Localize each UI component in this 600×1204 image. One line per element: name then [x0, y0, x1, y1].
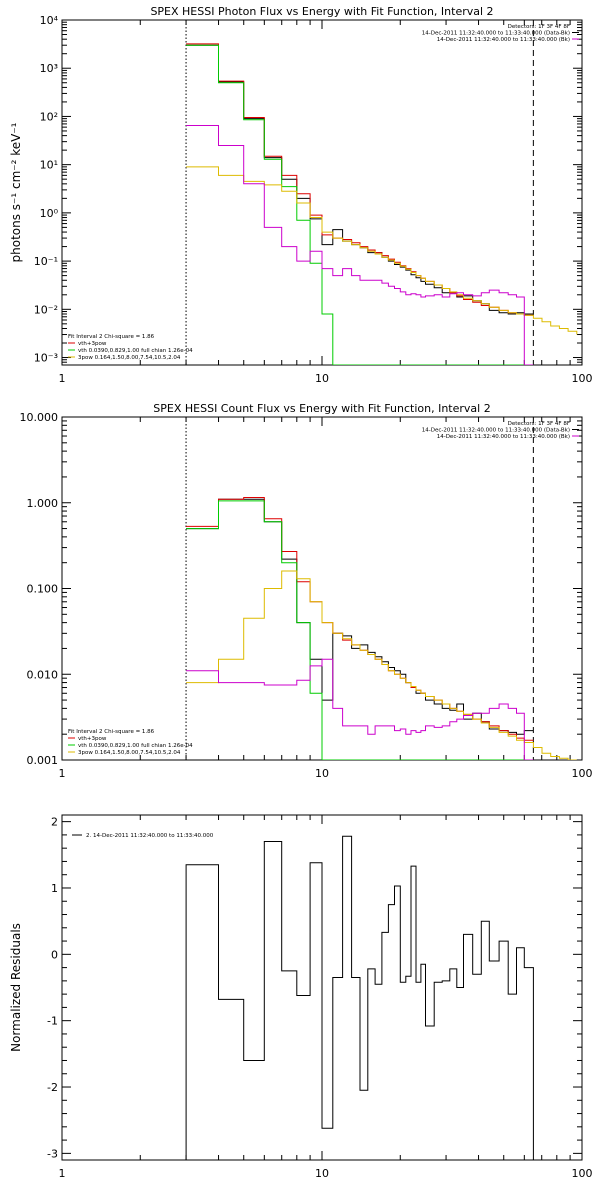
y-tick-label: 0.001 — [27, 754, 59, 767]
series-group — [186, 497, 577, 760]
series-line-0 — [186, 498, 534, 735]
count-flux-panel: SPEX HESSI Count Flux vs Energy with Fit… — [20, 402, 593, 780]
legend-entry: 14-Dec-2011 11:32:40.000 to 11:33:40.000… — [437, 434, 570, 440]
y-tick-label: 10⁰ — [40, 207, 59, 220]
legend-entry: vth 0.0390,0.829,1.00 full chian 1.26e-0… — [78, 743, 193, 749]
legend-entry: 3pow 0.164,1.50,8.00,7.54,10.5,2.04 — [78, 355, 181, 361]
legend-entry: 14-Dec-2011 11:32:40.000 to 11:33:40.000… — [422, 31, 570, 37]
y-tick-label: 10⁻¹ — [34, 255, 58, 268]
legend-entry: 14-Dec-2011 11:32:40.000 to 11:33:40.000… — [437, 37, 570, 43]
y-tick-label: 10⁻² — [34, 303, 58, 316]
y-tick-label: 0.010 — [27, 668, 59, 681]
series-line-3 — [186, 570, 577, 760]
x-tick-label: 1 — [59, 1167, 66, 1180]
series-line-2 — [186, 500, 534, 760]
series-group — [186, 43, 578, 365]
x-tick-label: 10 — [315, 372, 329, 385]
series-line-4 — [186, 658, 534, 760]
y-axis-label: photons s⁻¹ cm⁻² keV⁻¹ — [9, 122, 23, 262]
legend-entry: Fit Interval 2 Chi-square = 1.86 — [68, 334, 155, 340]
y-tick-label: 1 — [51, 882, 58, 895]
series-group — [185, 835, 534, 1160]
x-tick-label: 10 — [315, 1167, 329, 1180]
y-tick-label: -2 — [47, 1081, 58, 1094]
x-tick-label: 100 — [572, 767, 593, 780]
legend-entry: 3pow 0.164,1.50,8.00,7.54,10.5,2.04 — [78, 750, 181, 756]
y-tick-label: 10.000 — [20, 411, 59, 424]
residuals-line — [185, 835, 534, 1160]
series-line-1 — [186, 497, 534, 741]
residuals-panel: 1 10 100 -3 -2 -1 0 1 2 Normalized Residuals 2. 14… — [9, 814, 593, 1180]
legend-entry: Fit Interval 2 Chi-square = 1.86 — [68, 729, 155, 735]
y-tick-label: 1.000 — [27, 497, 59, 510]
y-tick-label: 2 — [51, 816, 58, 829]
x-tick-label: 100 — [572, 1167, 593, 1180]
x-tick-label: 1 — [59, 372, 66, 385]
y-tick-label: 10⁴ — [40, 14, 59, 27]
y-tick-label: -3 — [47, 1147, 58, 1160]
legend-entry: Detectors: 1F 3F 4F 8F — [508, 24, 570, 30]
x-tick-label: 100 — [572, 372, 593, 385]
legend-entry: 14-Dec-2011 11:32:40.000 to 11:33:40.000… — [422, 428, 570, 434]
chart-title: SPEX HESSI Count Flux vs Energy with Fit… — [153, 402, 490, 415]
legend-entry: Detectors: 1F 3F 4F 8F — [508, 421, 570, 427]
series-line-4 — [186, 125, 534, 365]
y-tick-label: 10¹ — [40, 159, 58, 172]
legend-entry: 2. 14-Dec-2011 11:32:40.000 to 11:33:40.… — [86, 833, 214, 839]
photon-flux-panel: SPEX HESSI Photon Flux vs Energy with Fi… — [9, 5, 593, 385]
legend-entry: vth 0.0390,0.829,1.00 full chian 1.26e-0… — [78, 348, 193, 354]
series-line-3 — [186, 166, 578, 335]
y-tick-label: 10⁻³ — [34, 352, 58, 365]
y-tick-label: 0.100 — [27, 583, 59, 596]
y-tick-label: 10² — [40, 110, 58, 123]
series-line-2 — [186, 44, 534, 365]
chart-title: SPEX HESSI Photon Flux vs Energy with Fi… — [150, 5, 493, 18]
series-line-0 — [186, 44, 534, 315]
y-tick-label: 0 — [51, 948, 58, 961]
x-tick-label: 10 — [315, 767, 329, 780]
y-tick-label: -1 — [47, 1015, 58, 1028]
x-tick-label: 1 — [59, 767, 66, 780]
y-axis-label: Normalized Residuals — [9, 923, 23, 1052]
y-tick-label: 10³ — [40, 62, 58, 75]
series-line-1 — [186, 43, 534, 316]
legend-entry: vth+3pow — [78, 341, 107, 347]
legend-entry: vth+3pow — [78, 736, 107, 742]
